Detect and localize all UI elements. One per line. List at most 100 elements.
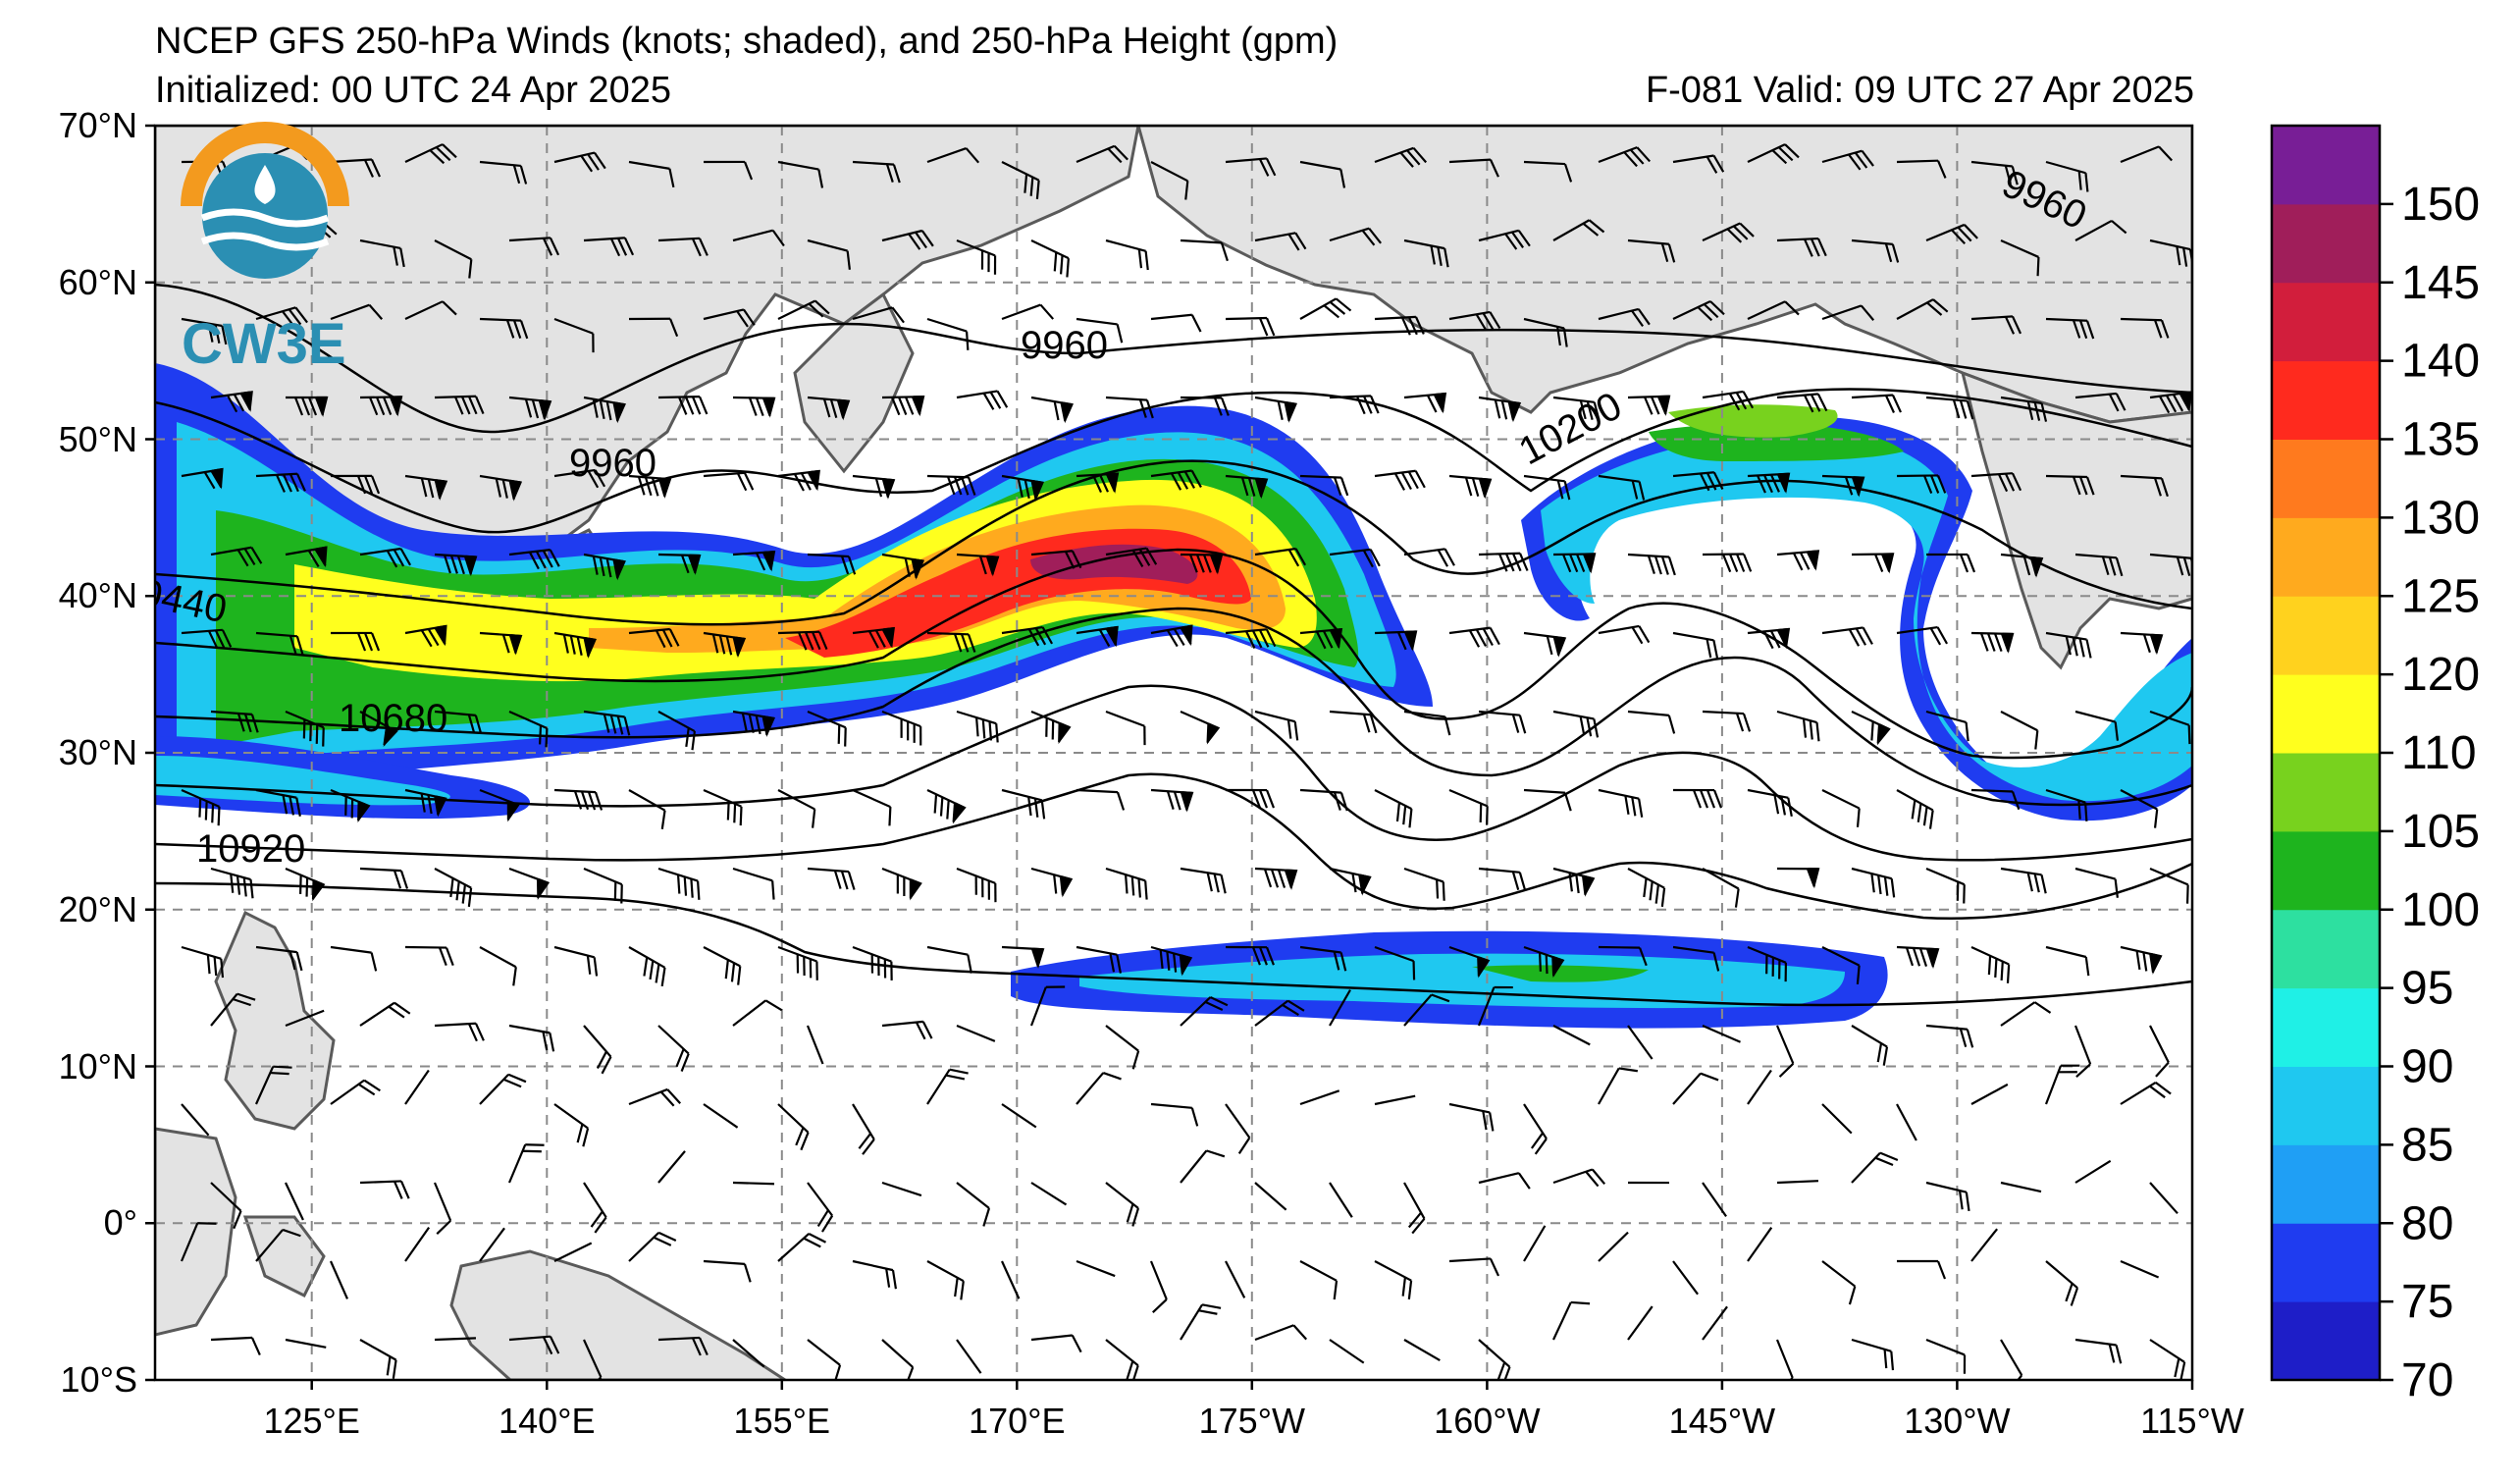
wind-barb	[1598, 945, 1648, 967]
wind-barb	[1523, 631, 1567, 658]
wind-barb	[956, 553, 1000, 577]
wind-barb	[181, 628, 233, 649]
colorbar-bin	[2272, 203, 2380, 284]
wind-barb	[1925, 553, 1976, 573]
wind-barb	[1105, 1182, 1140, 1227]
wind-barb	[583, 396, 626, 424]
wind-barb	[1150, 469, 1202, 491]
wind-barb	[1329, 989, 1351, 1027]
wind-barb	[583, 1182, 607, 1234]
wind-barb	[1225, 628, 1277, 649]
wind-barb	[1374, 1260, 1413, 1299]
wind-barb	[1225, 157, 1277, 177]
wind-barb	[1702, 390, 1755, 411]
wind-barb	[1896, 789, 1934, 829]
wind-barb	[956, 1024, 996, 1042]
wind-barb	[2074, 1159, 2112, 1184]
wind-barb	[508, 867, 551, 901]
wind-barb	[359, 396, 403, 417]
wind-barb	[2074, 1338, 2123, 1364]
wind-barb	[404, 1226, 431, 1262]
wind-barb	[1478, 1172, 1531, 1190]
wind-barb	[1627, 868, 1666, 907]
land-sulawesi-moluccas	[242, 1215, 326, 1298]
wind-barb	[479, 160, 528, 185]
colorbar-bin	[2272, 439, 2380, 518]
wind-barb	[703, 471, 755, 492]
cw3e-logo: CW3E	[181, 122, 349, 376]
wind-barb	[1180, 867, 1227, 894]
wind-barb	[404, 1069, 430, 1105]
wind-barb	[1374, 469, 1426, 491]
wind-barb	[926, 631, 976, 653]
wind-barb	[2149, 1182, 2179, 1215]
wind-barb	[1523, 317, 1568, 347]
wind-barb	[255, 1228, 301, 1262]
init-time: Initialized: 00 UTC 24 Apr 2025	[155, 70, 671, 111]
wind-barb	[1254, 232, 1307, 251]
wind-barb	[1030, 867, 1074, 898]
wind-barb	[1329, 548, 1381, 568]
wind-barb	[2149, 710, 2191, 745]
wind-barb	[359, 711, 398, 748]
wind-barb	[404, 300, 457, 320]
wind-barb	[1776, 1180, 1819, 1185]
colorbar-bin	[2272, 517, 2380, 597]
wind-barb	[1896, 298, 1949, 320]
wind-barb	[1180, 996, 1229, 1027]
wind-barb	[285, 710, 325, 747]
wind-barb	[359, 238, 405, 268]
wind-barb	[2000, 867, 2047, 894]
wind-barb	[2120, 1081, 2172, 1105]
wind-barb	[1001, 161, 1040, 199]
wind-barb	[852, 474, 896, 500]
wind-barb	[1299, 627, 1343, 650]
lon-label: 140°E	[499, 1401, 595, 1441]
wind-barb	[1523, 474, 1571, 501]
wind-barb	[956, 710, 999, 743]
wind-barb	[956, 867, 997, 903]
wind-barb	[479, 788, 520, 822]
wind-barb	[1105, 1339, 1139, 1380]
wind-barb	[1970, 946, 2011, 983]
wind-barb	[1821, 1103, 1853, 1135]
wind-barb	[777, 299, 830, 320]
colorbar-tick-label: 110	[2401, 727, 2477, 779]
wind-barb	[1374, 1094, 1416, 1106]
wind-barb	[1552, 553, 1597, 574]
wind-barb	[210, 867, 254, 899]
wind-barb	[852, 626, 895, 649]
wind-barb	[1180, 710, 1221, 745]
wind-barb	[1821, 1260, 1857, 1305]
wind-barb	[703, 160, 754, 181]
wind-barb	[2149, 867, 2189, 904]
wind-barb	[479, 1073, 527, 1105]
wind-barb	[1627, 1025, 1654, 1060]
wind-barb	[1299, 788, 1348, 812]
wind-barb	[1180, 396, 1230, 416]
wind-barb	[404, 143, 457, 165]
wind-barb	[657, 711, 697, 751]
wind-barb	[1925, 396, 1974, 420]
wind-barb	[1029, 985, 1066, 1027]
wind-barb	[628, 627, 680, 649]
colorbar-bin	[2272, 282, 2380, 362]
wind-barb	[1374, 315, 1425, 336]
wind-barb	[2120, 945, 2163, 975]
wind-barb	[732, 229, 785, 247]
wind-barb	[1702, 222, 1755, 243]
wind-barb	[2074, 710, 2120, 741]
wind-barb	[1598, 474, 1646, 501]
wind-barb	[732, 551, 776, 572]
wind-barb	[1000, 1260, 1021, 1299]
contour-label-9960: 9960	[1021, 324, 1108, 367]
wind-barb	[330, 474, 381, 495]
wind-barb	[1299, 1089, 1340, 1106]
wind-barb	[2045, 945, 2090, 977]
wind-barb	[329, 1260, 348, 1299]
wind-barb	[285, 396, 329, 418]
wind-barb	[807, 710, 847, 747]
wind-barb	[657, 1336, 709, 1356]
wind-barb	[1299, 1260, 1339, 1300]
